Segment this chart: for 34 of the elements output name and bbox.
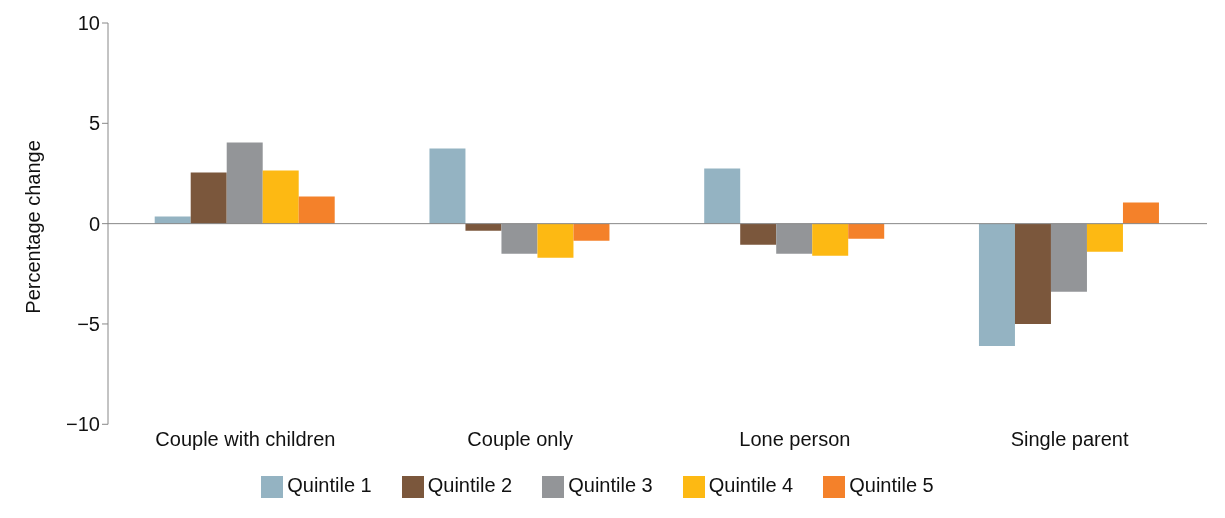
bar	[1050, 223, 1087, 292]
bar	[465, 223, 502, 231]
x-tick-label: Single parent	[1010, 428, 1129, 451]
bar	[262, 170, 299, 224]
x-tick-label: Lone person	[739, 428, 851, 451]
legend-label: Quintile 4	[708, 474, 794, 497]
bar	[978, 223, 1015, 347]
bar	[537, 223, 574, 258]
bar	[501, 223, 538, 254]
bar	[848, 223, 885, 239]
bar	[1122, 202, 1159, 224]
legend-label: Quintile 1	[287, 474, 372, 497]
legend-label: Quintile 2	[427, 474, 513, 497]
y-tick-label: −10	[66, 413, 100, 436]
bar	[226, 142, 263, 224]
bar	[812, 223, 849, 256]
bar	[573, 223, 610, 241]
y-tick-label: 5	[88, 112, 100, 135]
x-tick-label: Couple with children	[155, 428, 336, 451]
y-axis-title: Percentage change	[22, 140, 45, 314]
x-tick-label: Couple only	[467, 428, 573, 451]
bar	[190, 172, 227, 224]
y-tick-label: 10	[77, 12, 100, 35]
legend-label: Quintile 5	[849, 474, 934, 497]
bar	[704, 168, 741, 224]
bar	[776, 223, 813, 254]
bar	[1086, 223, 1123, 252]
legend-label: Quintile 3	[568, 474, 653, 497]
bar	[740, 223, 777, 245]
bar	[429, 148, 466, 224]
y-tick-label: −5	[77, 313, 100, 336]
bar	[298, 196, 335, 224]
y-tick-label: 0	[88, 212, 100, 235]
bar	[1014, 223, 1051, 324]
